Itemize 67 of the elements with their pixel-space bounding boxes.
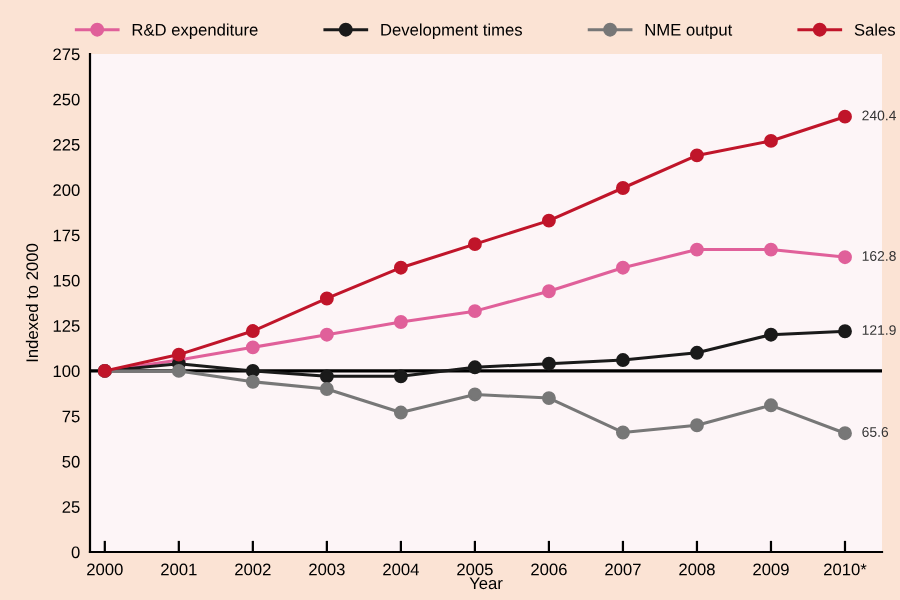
point (615, 181, 630, 195)
x-tick-label: 2000 (87, 563, 123, 576)
y-tick-label: 275 (53, 48, 80, 61)
point (615, 260, 630, 275)
legend-label: Sales (854, 23, 896, 36)
point (690, 242, 704, 257)
point (319, 382, 334, 396)
point (838, 109, 852, 124)
point (541, 356, 556, 371)
point (393, 260, 408, 275)
point (245, 340, 260, 355)
x-tick-label: 2008 (679, 563, 715, 576)
point (171, 363, 186, 378)
x-tick-label: 2005 (457, 563, 493, 576)
point (393, 369, 408, 384)
y-tick-label: 0 (71, 546, 80, 559)
x-tick-label: 2006 (531, 563, 567, 576)
x-tick-label: 2010* (824, 563, 867, 576)
point (615, 425, 630, 440)
point (541, 391, 556, 406)
y-axis-title: Indexed to 2000 (25, 243, 39, 362)
point (245, 324, 260, 339)
point (393, 315, 408, 329)
point (541, 213, 556, 228)
point (245, 363, 260, 378)
point (690, 418, 704, 433)
x-tick-label: 2009 (753, 563, 789, 576)
y-tick-label: 225 (53, 138, 80, 151)
point (467, 387, 482, 402)
point (319, 327, 334, 342)
point (838, 250, 852, 265)
point (467, 237, 482, 252)
x-tick-label: 2002 (235, 563, 271, 576)
x-tick-label: 2003 (309, 563, 345, 576)
y-tick-label: 50 (62, 455, 80, 468)
x-tick-label: 2004 (383, 563, 419, 576)
point (319, 291, 334, 306)
point (615, 353, 630, 367)
y-tick-label: 250 (53, 93, 80, 106)
y-tick-label: 200 (53, 184, 80, 197)
point (467, 304, 482, 319)
x-tick-label: 2001 (161, 563, 197, 576)
legend-label: NME output (645, 24, 733, 39)
point (171, 347, 186, 362)
point (467, 360, 482, 375)
point (838, 324, 852, 339)
point (245, 374, 260, 389)
x-tick-label: 2007 (605, 563, 641, 576)
point (393, 405, 408, 420)
y-tick-label: 150 (53, 274, 80, 287)
point (541, 284, 556, 299)
point (764, 327, 778, 342)
point (838, 426, 852, 441)
point (690, 148, 704, 163)
y-tick-label: 125 (53, 320, 80, 332)
y-tick-label: 100 (53, 365, 80, 378)
point (764, 133, 778, 148)
legend-label: R&D expenditure (132, 23, 258, 39)
y-tick-label: 25 (62, 501, 80, 513)
x-axis-title: Year (469, 577, 503, 590)
legend-label: Development times (381, 23, 523, 39)
point (764, 242, 778, 257)
point (764, 398, 778, 413)
point (690, 345, 704, 360)
y-tick-label: 175 (53, 229, 80, 242)
y-tick-label: 75 (62, 410, 80, 423)
point (319, 369, 334, 384)
